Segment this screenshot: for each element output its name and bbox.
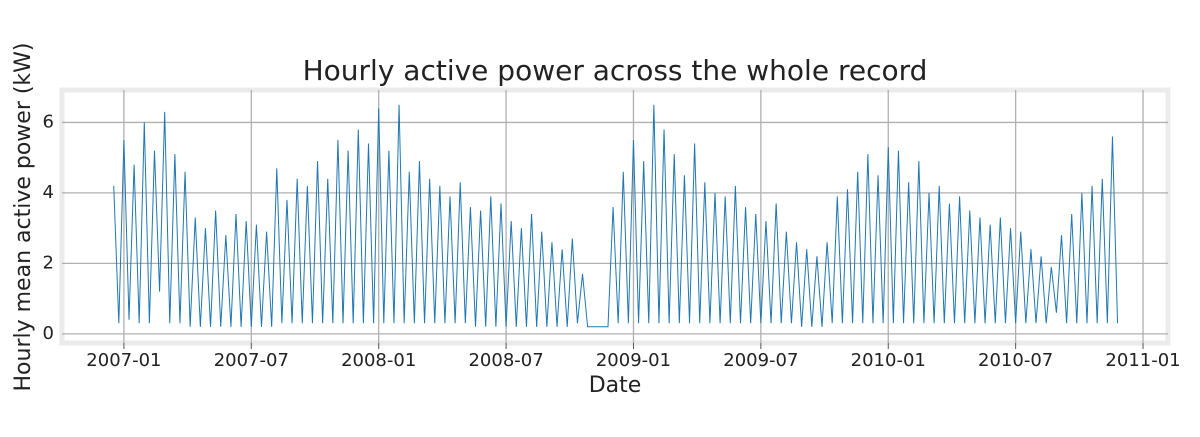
x-tick-label: 2011-01 xyxy=(1105,350,1180,371)
x-tick-label: 2010-01 xyxy=(851,350,926,371)
y-tick-label: 2 xyxy=(43,252,54,273)
y-tick-label: 0 xyxy=(43,323,54,344)
labels: 0 2 4 6 2007-01 2007-07 2008-01 2008-07 2009-01 2… xyxy=(43,111,1181,371)
x-tick-label: 2008-01 xyxy=(341,350,416,371)
marks xyxy=(113,104,1119,328)
x-tick-label: 2007-01 xyxy=(86,350,161,371)
plot-frame xyxy=(59,87,1171,346)
x-tick-label: 2008-07 xyxy=(468,350,543,371)
grid xyxy=(62,90,1168,349)
y-axis-label: Hourly mean active power (kW) xyxy=(11,42,36,391)
x-tick-label: 2010-07 xyxy=(978,350,1053,371)
data-line xyxy=(113,104,1119,328)
chart-title: Hourly active power across the whole rec… xyxy=(303,54,928,87)
y-tick-label: 6 xyxy=(43,111,54,132)
x-tick-label: 2009-01 xyxy=(596,350,671,371)
x-tick-label: 2007-07 xyxy=(214,350,289,371)
y-tick-label: 4 xyxy=(43,182,54,203)
x-tick-label: 2009-07 xyxy=(723,350,798,371)
x-axis-label: Date xyxy=(589,373,642,398)
